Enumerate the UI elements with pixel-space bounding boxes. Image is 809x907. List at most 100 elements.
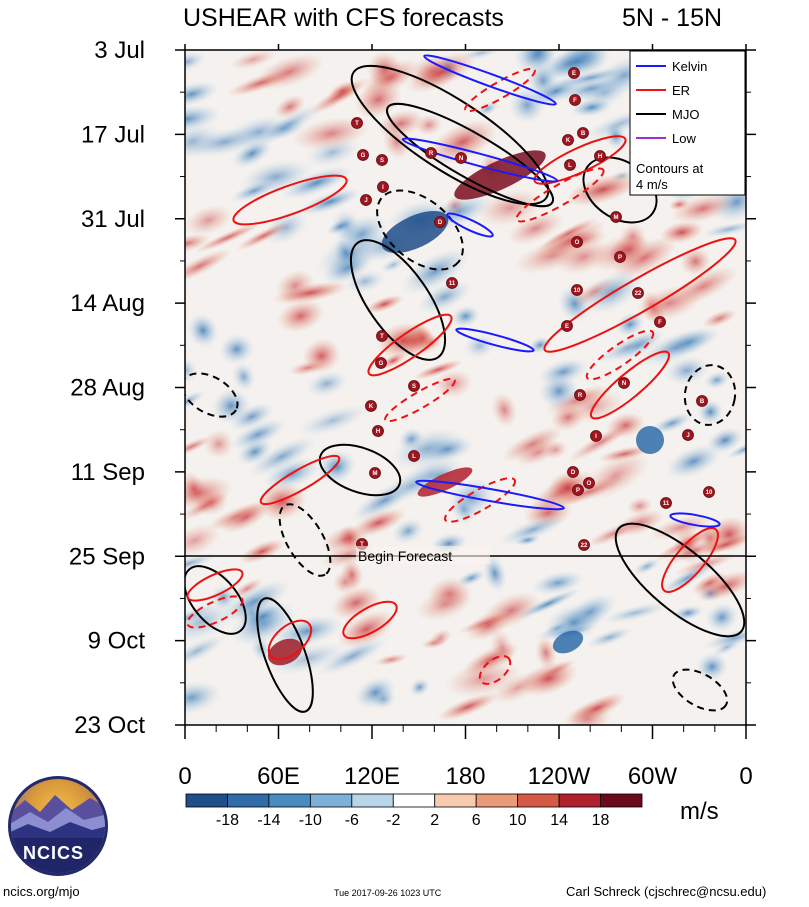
easterly-anomaly-cell xyxy=(555,67,627,89)
westerly-anomaly-cell xyxy=(416,588,474,621)
easterly-anomaly-cell xyxy=(306,370,348,397)
storm-marker xyxy=(571,236,583,248)
westerly-anomaly-cell xyxy=(374,653,408,666)
x-tick-label: 180 xyxy=(445,763,485,790)
westerly-anomaly-cell xyxy=(413,359,464,380)
colorbar-label: 10 xyxy=(509,812,527,829)
storm-marker-label: L xyxy=(412,454,416,460)
kelvin-contour xyxy=(446,212,494,238)
storm-marker-label: I xyxy=(382,185,384,191)
storm-marker xyxy=(360,194,372,206)
er-contour xyxy=(342,600,398,640)
easterly-anomaly-cell xyxy=(231,362,256,392)
y-tick-label: 23 Oct xyxy=(74,712,145,739)
storm-marker xyxy=(574,389,586,401)
easterly-anomaly-cell xyxy=(547,50,608,80)
easterly-anomaly-cell xyxy=(298,188,362,216)
colorbar-swatch xyxy=(475,793,519,808)
easterly-anomaly-cell xyxy=(706,427,744,454)
er-contour xyxy=(444,477,516,523)
latitude-band: 5N - 15N xyxy=(622,4,722,32)
westerly-anomaly-cell xyxy=(185,436,213,458)
x-axis: 0 60E 120E 180 120W 60W 0 xyxy=(178,44,753,790)
westerly-anomaly-cell xyxy=(606,412,646,439)
logo-text: NCICS xyxy=(23,843,84,863)
x-tick-label: 120W xyxy=(528,763,591,790)
westerly-anomaly-cell xyxy=(444,661,523,698)
storm-marker-label: E xyxy=(572,71,576,77)
storm-marker-label: T xyxy=(360,542,364,548)
westerly-anomaly-cell xyxy=(696,533,746,557)
easterly-anomaly-cell xyxy=(280,166,353,200)
easterly-anomaly-cell xyxy=(185,634,227,669)
easterly-anomaly-cell xyxy=(615,312,645,337)
storm-marker xyxy=(372,425,384,437)
y-tick-label: 31 Jul xyxy=(81,206,145,233)
storm-marker xyxy=(614,251,626,263)
storm-marker xyxy=(369,467,381,479)
easterly-anomaly-cell xyxy=(248,436,317,477)
easterly-anomaly-cell xyxy=(650,412,693,435)
storm-marker xyxy=(425,147,437,159)
anomaly-core xyxy=(552,630,584,654)
easterly-anomaly-cell xyxy=(601,601,670,624)
storm-marker xyxy=(446,277,458,289)
ncics-logo: NCICS xyxy=(8,776,108,876)
colorbar-swatch xyxy=(309,793,353,808)
colorbar-label: 2 xyxy=(430,812,439,829)
y-tick-label: 9 Oct xyxy=(88,628,146,655)
colorbar-swatch xyxy=(392,793,436,808)
westerly-anomaly-cell xyxy=(538,217,598,250)
easterly-anomaly-cell xyxy=(185,51,206,72)
storm-marker xyxy=(578,539,590,551)
easterly-anomaly-cell xyxy=(482,555,507,593)
storm-marker xyxy=(568,67,580,79)
westerly-anomaly-cell xyxy=(221,501,272,534)
westerly-anomaly-cell xyxy=(429,629,452,647)
colorbar-swatch xyxy=(227,793,270,808)
storm-marker xyxy=(571,284,583,296)
mjo-contour xyxy=(256,597,314,713)
storm-marker xyxy=(696,395,708,407)
westerly-anomaly-cell xyxy=(292,116,370,151)
storm-marker-label: L xyxy=(568,163,572,169)
forecast-label: Begin Forecast xyxy=(358,548,452,564)
storm-marker-label: 10 xyxy=(574,288,581,294)
footer-center: Tue 2017-09-26 1023 UTC xyxy=(334,888,442,898)
storm-marker-label: N xyxy=(622,381,626,387)
easterly-anomaly-cell xyxy=(317,636,388,676)
er-contour xyxy=(543,237,737,353)
westerly-anomaly-cell xyxy=(581,452,650,500)
storm-marker xyxy=(377,181,389,193)
storm-marker xyxy=(408,450,420,462)
easterly-anomaly-cell xyxy=(185,553,217,575)
storm-marker xyxy=(632,287,644,299)
storm-marker-label: 22 xyxy=(581,543,588,549)
storm-marker xyxy=(610,211,622,223)
storm-marker xyxy=(561,320,573,332)
easterly-anomaly-cell xyxy=(185,81,219,107)
storm-marker xyxy=(703,486,715,498)
easterly-anomaly-cell xyxy=(726,439,746,459)
easterly-anomaly-cell xyxy=(498,513,568,546)
westerly-anomaly-cell xyxy=(185,492,229,521)
storm-marker-label: S xyxy=(412,384,416,390)
westerly-anomaly-cell xyxy=(272,281,348,305)
westerly-anomaly-cell xyxy=(668,198,690,211)
westerly-anomaly-cell xyxy=(520,661,578,697)
easterly-anomaly-cell xyxy=(514,534,541,546)
westerly-anomaly-cell xyxy=(491,392,518,428)
y-axis: 3 Jul 17 Jul 31 Jul 14 Aug 28 Aug 11 Sep 25 Se… xyxy=(69,37,756,739)
easterly-anomaly-cell xyxy=(242,602,284,631)
legend-label: ER xyxy=(672,83,690,98)
easterly-anomaly-cell xyxy=(703,371,730,390)
y-tick-label: 25 Sep xyxy=(69,543,145,570)
er-contour xyxy=(384,377,456,423)
westerly-anomaly-cell xyxy=(568,692,626,724)
westerly-anomaly-cell xyxy=(327,80,358,102)
kelvin-contour xyxy=(455,327,535,353)
er-contour xyxy=(585,329,655,381)
mjo-contour xyxy=(671,668,729,712)
storm-marker-label: P xyxy=(618,255,622,261)
kelvin-contour xyxy=(669,512,721,528)
